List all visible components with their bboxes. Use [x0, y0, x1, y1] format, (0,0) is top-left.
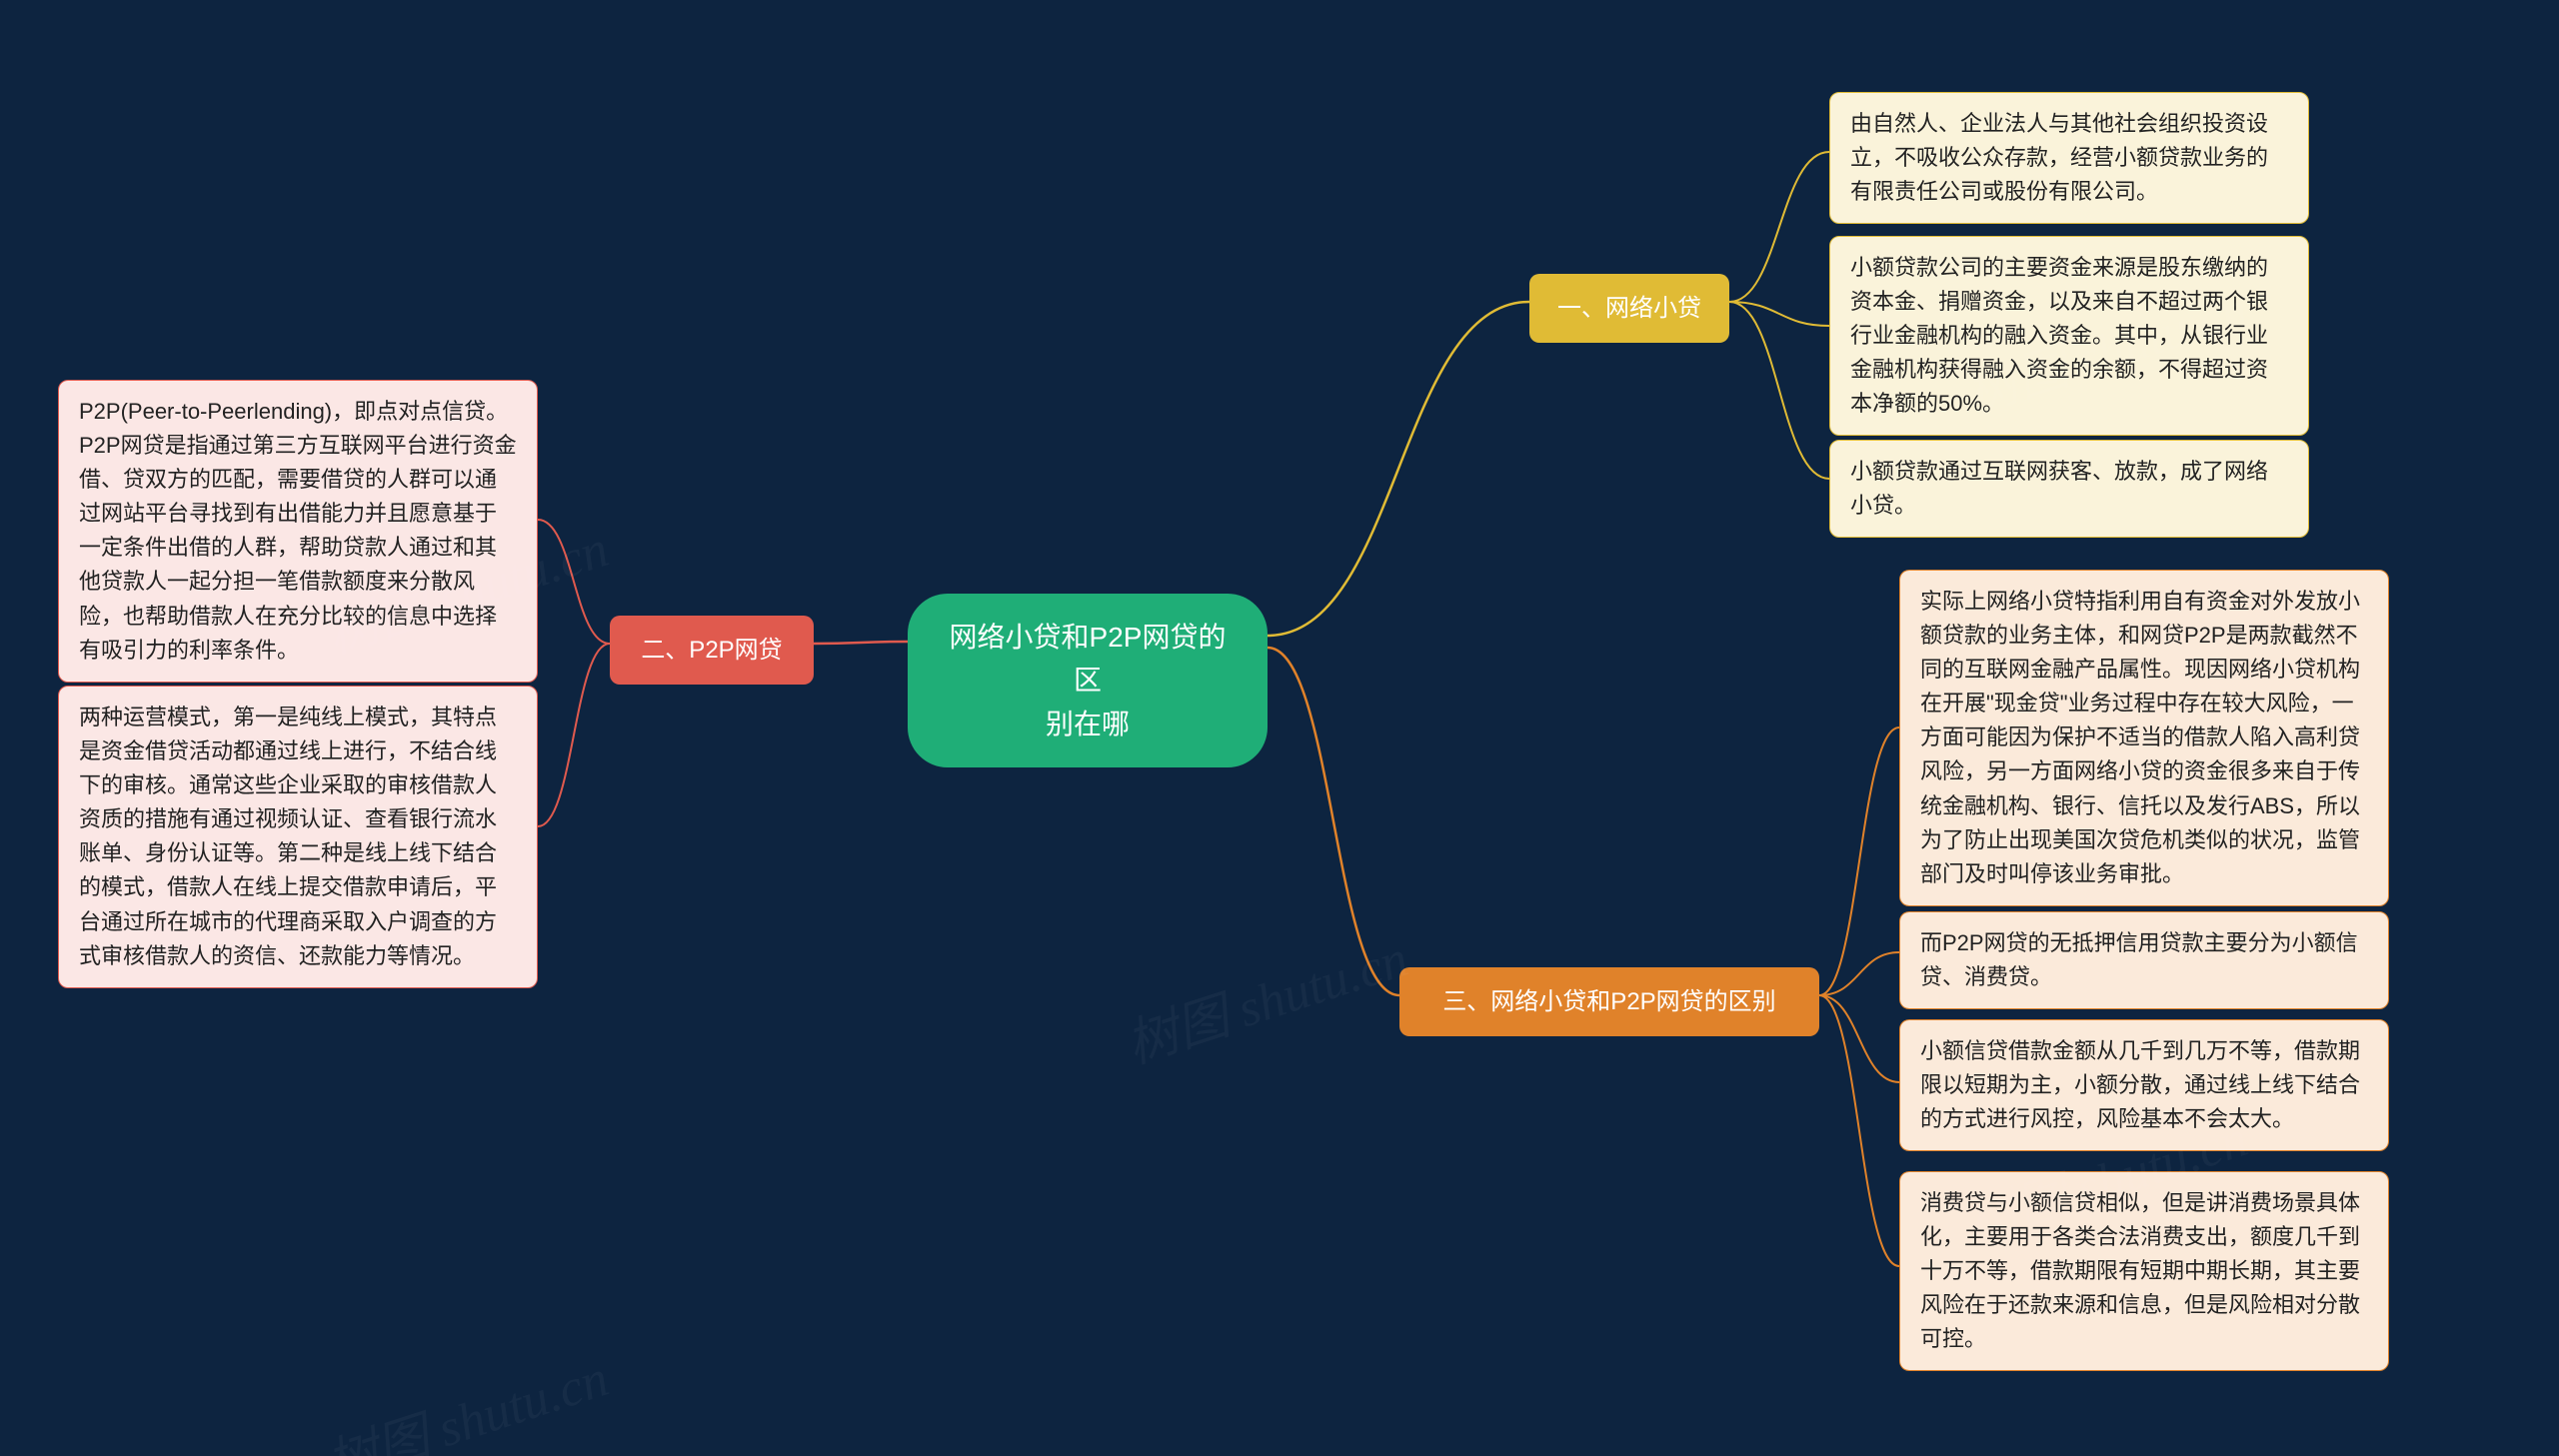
- leaf-b1-0[interactable]: 由自然人、企业法人与其他社会组织投资设立，不吸收公众存款，经营小额贷款业务的有限…: [1829, 92, 2309, 224]
- leaf-b3-2[interactable]: 小额信贷借款金额从几千到几万不等，借款期限以短期为主，小额分散，通过线上线下结合…: [1899, 1019, 2389, 1151]
- branch-b1[interactable]: 一、网络小贷: [1529, 274, 1729, 343]
- leaf-b1-1[interactable]: 小额贷款公司的主要资金来源是股东缴纳的资本金、捐赠资金，以及来自不超过两个银行业…: [1829, 236, 2309, 436]
- watermark: 树图 shutu.cn: [1116, 916, 1416, 1077]
- leaf-b2-1[interactable]: 两种运营模式，第一是纯线上模式，其特点是资金借贷活动都通过线上进行，不结合线下的…: [58, 686, 538, 988]
- branch-b3[interactable]: 三、网络小贷和P2P网贷的区别: [1399, 967, 1819, 1036]
- leaf-b1-2[interactable]: 小额贷款通过互联网获客、放款，成了网络小贷。: [1829, 440, 2309, 538]
- leaf-b3-3[interactable]: 消费贷与小额信贷相似，但是讲消费场景具体化，主要用于各类合法消费支出，额度几千到…: [1899, 1171, 2389, 1371]
- branch-b2[interactable]: 二、P2P网贷: [610, 616, 814, 685]
- watermark: 树图 shutu.cn: [316, 1336, 617, 1456]
- leaf-b2-0[interactable]: P2P(Peer-to-Peerlending)，即点对点信贷。P2P网贷是指通…: [58, 380, 538, 683]
- leaf-b3-0[interactable]: 实际上网络小贷特指利用自有资金对外发放小额贷款的业务主体，和网贷P2P是两款截然…: [1899, 570, 2389, 906]
- root-node[interactable]: 网络小贷和P2P网贷的区 别在哪: [908, 594, 1268, 767]
- leaf-b3-1[interactable]: 而P2P网贷的无抵押信用贷款主要分为小额信贷、消费贷。: [1899, 911, 2389, 1009]
